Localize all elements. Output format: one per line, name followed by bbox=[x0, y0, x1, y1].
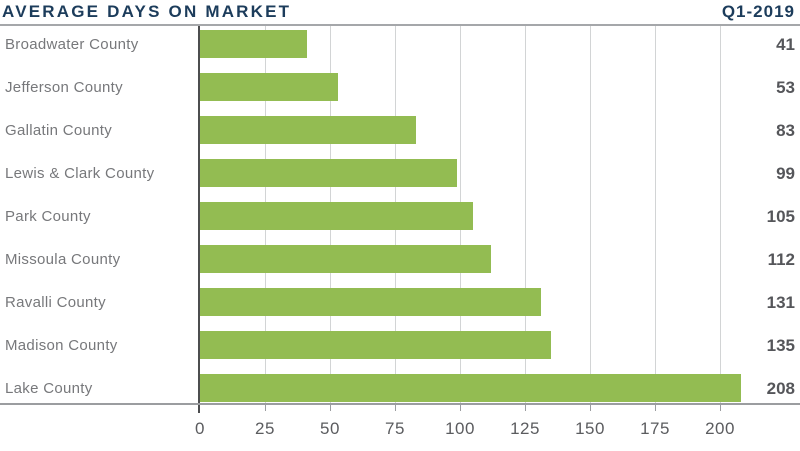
category-label: Missoula County bbox=[5, 251, 121, 268]
chart-period: Q1-2019 bbox=[721, 2, 795, 21]
x-tick-label: 200 bbox=[705, 419, 735, 438]
value-label: 41 bbox=[776, 35, 795, 54]
bar bbox=[200, 374, 741, 402]
x-axis-line bbox=[0, 403, 800, 405]
category-label: Gallatin County bbox=[5, 122, 113, 139]
x-tick-label: 50 bbox=[320, 419, 340, 438]
bar bbox=[200, 30, 307, 58]
x-tick-mark bbox=[265, 405, 266, 411]
bar bbox=[200, 159, 457, 187]
x-tick-mark bbox=[655, 405, 656, 411]
gridline-150 bbox=[590, 26, 591, 403]
x-tick-mark bbox=[590, 405, 591, 411]
value-label: 208 bbox=[766, 379, 795, 398]
category-label: Lake County bbox=[5, 380, 93, 397]
x-tick-mark bbox=[460, 405, 461, 411]
category-label: Broadwater County bbox=[5, 36, 139, 53]
chart-title: AVERAGE DAYS ON MARKET bbox=[2, 2, 292, 21]
value-label: 53 bbox=[776, 78, 795, 97]
x-tick-mark bbox=[395, 405, 396, 411]
title-divider bbox=[0, 24, 800, 26]
value-label: 99 bbox=[776, 164, 795, 183]
value-label: 105 bbox=[766, 207, 795, 226]
x-tick-label: 75 bbox=[385, 419, 405, 438]
bar bbox=[200, 202, 473, 230]
x-tick-mark bbox=[525, 405, 526, 411]
x-tick-label: 0 bbox=[195, 419, 205, 438]
gridline-175 bbox=[655, 26, 656, 403]
bar bbox=[200, 331, 551, 359]
bar bbox=[200, 245, 491, 273]
value-label: 131 bbox=[766, 293, 795, 312]
value-label: 135 bbox=[766, 336, 795, 355]
value-label: 83 bbox=[776, 121, 795, 140]
x-tick-label: 25 bbox=[255, 419, 275, 438]
x-tick-label: 125 bbox=[510, 419, 540, 438]
category-label: Madison County bbox=[5, 337, 118, 354]
y-axis-line bbox=[198, 26, 200, 413]
category-label: Park County bbox=[5, 208, 91, 225]
x-tick-label: 175 bbox=[640, 419, 670, 438]
x-tick-label: 150 bbox=[575, 419, 605, 438]
plot-area: Broadwater County 41 Jefferson County 53 Gal… bbox=[0, 26, 800, 413]
category-label: Jefferson County bbox=[5, 79, 123, 96]
value-label: 112 bbox=[767, 250, 795, 269]
bar bbox=[200, 116, 416, 144]
x-tick-mark bbox=[330, 405, 331, 411]
category-label: Lewis & Clark County bbox=[5, 165, 155, 182]
x-tick-mark bbox=[720, 405, 721, 411]
gridline-125 bbox=[525, 26, 526, 403]
category-label: Ravalli County bbox=[5, 294, 106, 311]
x-tick-label: 100 bbox=[445, 419, 475, 438]
gridline-200 bbox=[720, 26, 721, 403]
bar bbox=[200, 288, 541, 316]
bar bbox=[200, 73, 338, 101]
